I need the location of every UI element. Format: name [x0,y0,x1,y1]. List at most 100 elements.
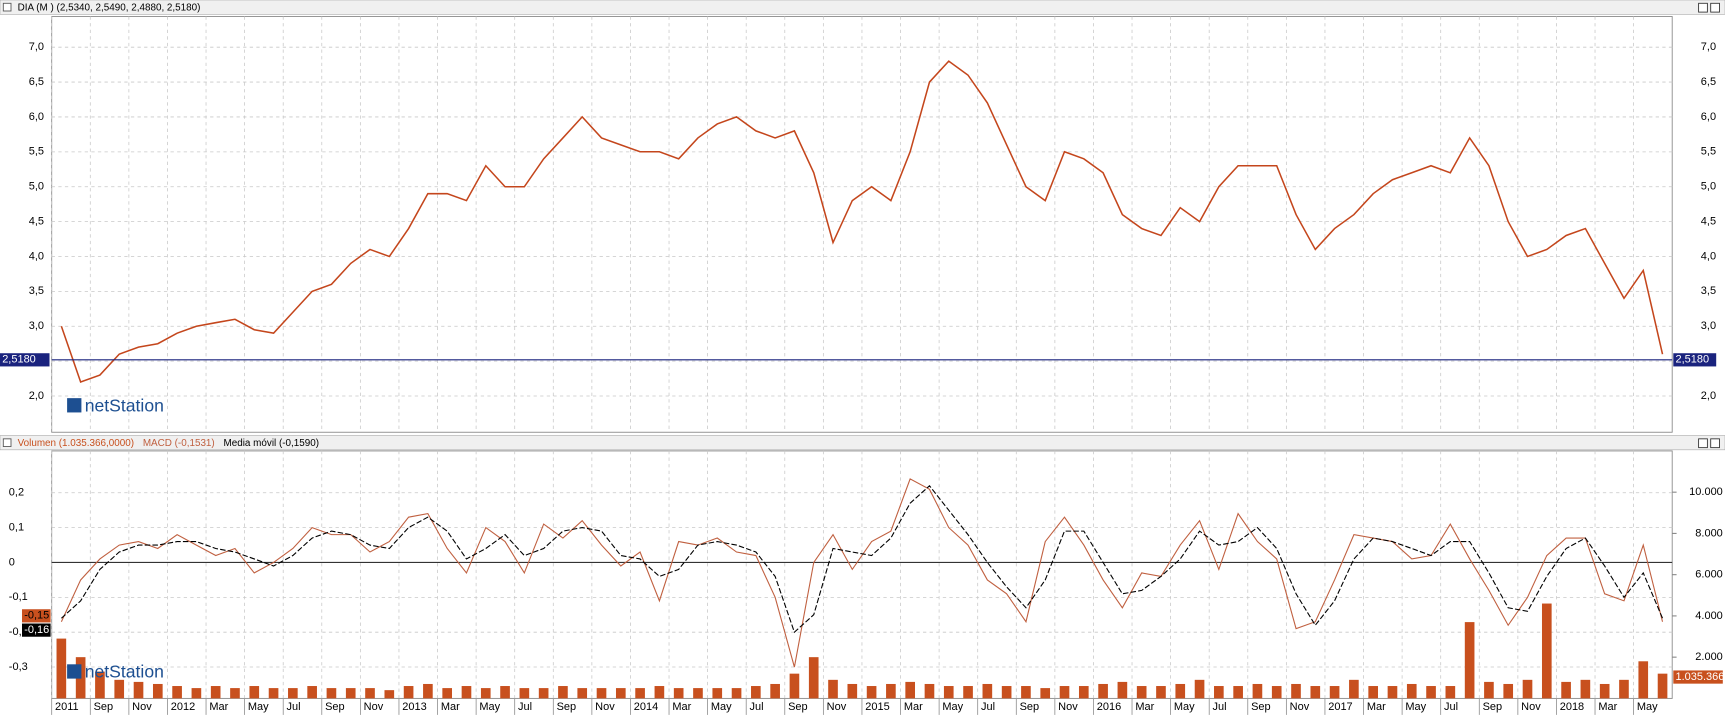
close-button[interactable] [1710,2,1720,13]
volume-bar [828,679,838,699]
volume-bar [1638,661,1649,699]
x-tick-label: Mar [1135,701,1154,713]
volume-bar [1541,603,1552,699]
volume-bar [345,688,356,699]
x-tick-label: Sep [325,701,345,713]
y2-tick-label: 3,0 [1701,320,1716,332]
x-tick-label: Nov [132,701,152,713]
volume-bar [847,683,858,699]
x-tick-label: 2013 [402,701,426,713]
logo [67,398,82,413]
y-tick-label: 6,5 [29,76,44,88]
logo [67,664,82,679]
maximize-button[interactable] [1698,2,1708,13]
volume-bar [924,683,935,699]
volume-bar [596,688,607,699]
y2-tick-label: 6,5 [1701,76,1716,88]
volume-bar [56,638,67,699]
volume-bar [288,688,298,699]
y2-tick-label: 4,0 [1701,250,1716,262]
volume-bar [172,686,182,699]
volume-bar [249,686,260,699]
legend-entry: Volumen (1.035.366,0000) [18,438,134,449]
y2-tick-label: 10.000 [1689,486,1723,498]
volume-bar [982,683,993,699]
volume-bar [712,688,723,699]
volume-bar [230,688,240,699]
y-tick-label: 4,5 [29,215,44,227]
last-value-label: 2,5180 [1675,354,1709,366]
volume-bar [114,679,125,699]
x-tick-label: May [479,701,500,713]
volume-bar [1561,681,1571,699]
x-tick-label: Nov [1521,701,1541,713]
x-tick-label: May [1174,701,1195,713]
volume-bar [1619,679,1629,699]
volume-bar [577,688,588,699]
y2-tick-label: 4.000 [1695,610,1723,622]
y-tick-label: 0,1 [9,522,24,534]
volume-bar [693,688,703,699]
volume-bar [133,681,144,699]
volume-bar [307,686,317,699]
y2-tick-label: 2,0 [1701,390,1716,402]
volume-bar [1175,683,1186,699]
x-tick-label: Sep [1483,701,1503,713]
y-tick-label: 6,0 [29,111,44,123]
volume-bar [751,686,761,699]
volume-bar [519,688,530,699]
watermark-text: netStation [85,396,164,416]
x-tick-label: May [711,701,732,713]
legend-entry: Media móvil (-0,1590) [224,438,320,449]
y-tick-label: 2,0 [29,390,44,402]
x-tick-label: Jul [750,701,764,713]
y-tick-label: 3,5 [29,285,44,297]
y2-tick-label: 7,0 [1701,41,1716,53]
volume-last-label: 1.035.366 [1675,671,1724,683]
maximize-button[interactable] [1698,438,1708,449]
y2-tick-label: 8.000 [1695,527,1723,539]
y2-tick-label: 4,5 [1701,215,1716,227]
last-value-label: -0,15 [24,610,49,622]
volume-bar [1387,686,1398,699]
volume-bar [1001,686,1012,699]
volume-bar [615,688,626,699]
volume-bar [1271,686,1282,699]
y-tick-label: 0,2 [9,487,24,499]
x-tick-label: 2017 [1328,701,1352,713]
volume-bar [673,688,684,699]
watermark-text: netStation [85,662,164,682]
last-value-box [22,623,51,637]
y-tick-label: -0,1 [9,591,28,603]
volume-bar [1599,683,1610,699]
panel-icon [2,438,12,447]
x-tick-label: Sep [94,701,114,713]
last-value-label: 2,5180 [2,354,36,366]
x-tick-label: May [942,701,963,713]
volume-bar [1349,679,1359,699]
volume-bar [905,681,916,699]
volume-bar [654,686,665,699]
volume-bar [1503,683,1514,699]
volume-bar [1059,686,1070,699]
volume-last-box [1673,670,1723,684]
volume-bar [1117,681,1128,699]
x-tick-label: Mar [441,701,460,713]
volume-bar [480,688,491,699]
close-button[interactable] [1710,438,1720,449]
x-tick-label: Sep [788,701,808,713]
x-tick-label: 2015 [865,701,889,713]
x-tick-label: Nov [1058,701,1078,713]
series-line [60,60,1664,383]
volume-bar [191,688,202,699]
x-tick-label: Nov [1290,701,1310,713]
volume-bar [403,686,414,699]
x-tick-label: Sep [557,701,577,713]
x-tick-label: May [248,701,269,713]
x-tick-label: Mar [904,701,923,713]
volume-bar [365,688,375,699]
x-tick-label: 2018 [1560,701,1584,713]
volume-bar [268,688,279,699]
